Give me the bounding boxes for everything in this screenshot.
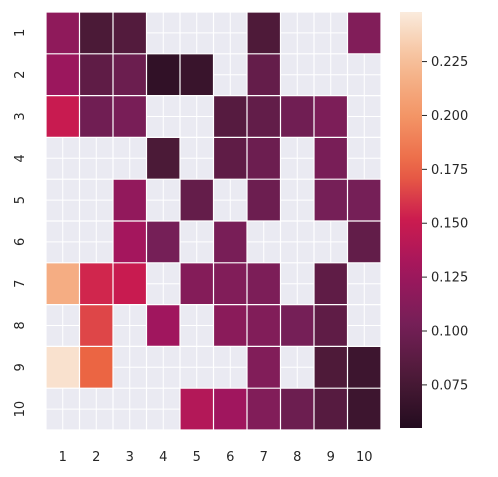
heatmap-cell: [180, 388, 214, 430]
heatmap-cell: [213, 388, 247, 430]
y-axis-ticks: 1 2 3 4 5 6 7 8 9 10: [13, 29, 28, 418]
heatmap-cell: [247, 137, 281, 180]
x-tick-label: 5: [193, 450, 201, 465]
heatmap-cells: [45, 11, 382, 431]
colorbar-tick-label: 0.100: [431, 325, 468, 340]
heatmap-cell: [180, 262, 214, 305]
y-tick-label: 10: [13, 401, 28, 418]
colorbar-tick-label: 0.125: [431, 271, 468, 286]
x-tick-label: 9: [327, 450, 335, 465]
heatmap-cell: [46, 262, 80, 305]
heatmap-cell: [314, 137, 348, 180]
y-tick-label: 1: [13, 29, 28, 37]
heatmap-cell: [46, 95, 80, 138]
heatmap-cell: [113, 221, 147, 263]
x-tick-label: 1: [59, 450, 67, 465]
heatmap-cell: [347, 346, 381, 389]
heatmap-cell: [146, 304, 180, 347]
y-tick-label: 7: [13, 280, 28, 288]
heatmap-cell: [180, 179, 214, 221]
heatmap-cell: [314, 346, 348, 389]
heatmap-cell: [79, 53, 113, 96]
heatmap-cell: [113, 12, 147, 54]
heatmap-cell: [146, 53, 180, 96]
heatmap-cell: [247, 12, 281, 54]
colorbar-tick-label: 0.150: [431, 217, 468, 232]
x-tick-label: 8: [293, 450, 301, 465]
heatmap-cell: [113, 179, 147, 221]
heatmap-cell: [46, 53, 80, 96]
colorbar-tick-label: 0.175: [431, 163, 468, 178]
heatmap-cell: [247, 179, 281, 221]
y-tick-label: 3: [13, 112, 28, 120]
colorbar: [400, 12, 422, 428]
heatmap-cell: [314, 262, 348, 305]
heatmap-cell: [113, 262, 147, 305]
heatmap-cell: [247, 304, 281, 347]
x-tick-label: 10: [356, 450, 373, 465]
heatmap-cell: [213, 137, 247, 180]
colorbar-tick-label: 0.200: [431, 109, 468, 124]
heatmap-cell: [79, 12, 113, 54]
x-tick-label: 4: [159, 450, 167, 465]
x-tick-label: 6: [226, 450, 234, 465]
heatmap-cell: [213, 221, 247, 263]
y-tick-label: 4: [13, 154, 28, 162]
heatmap-cell: [79, 262, 113, 305]
heatmap-cell: [347, 388, 381, 430]
heatmap-cell: [247, 53, 281, 96]
heatmap-cell: [113, 95, 147, 138]
x-tick-label: 7: [260, 450, 268, 465]
heatmap-cell: [79, 346, 113, 389]
y-tick-label: 2: [13, 71, 28, 79]
heatmap-cell: [180, 53, 214, 96]
heatmap-cell: [247, 388, 281, 430]
heatmap-cell: [347, 221, 381, 263]
heatmap-cell: [146, 137, 180, 180]
heatmap-cell: [79, 95, 113, 138]
heatmap-cell: [280, 304, 314, 347]
heatmap-cell: [247, 95, 281, 138]
colorbar-ticks: 0.075 0.100 0.125 0.150 0.175 0.200 0.225: [422, 55, 468, 393]
heatmap-cell: [146, 221, 180, 263]
heatmap-cell: [46, 346, 80, 389]
heatmap-cell: [314, 179, 348, 221]
heatmap-cell: [347, 12, 381, 54]
heatmap-cell: [247, 346, 281, 389]
heatmap-cell: [280, 95, 314, 138]
heatmap-cell: [280, 388, 314, 430]
heatmap-cell: [213, 262, 247, 305]
heatmap-cell: [314, 304, 348, 347]
heatmap-cell: [347, 179, 381, 221]
y-tick-label: 9: [13, 363, 28, 371]
y-tick-label: 8: [13, 321, 28, 329]
y-tick-label: 6: [13, 238, 28, 246]
heatmap-cell: [46, 12, 80, 54]
x-tick-label: 2: [92, 450, 100, 465]
colorbar-tick-label: 0.225: [431, 55, 468, 70]
x-axis-ticks: 1 2 3 4 5 6 7 8 9 10: [59, 450, 373, 465]
heatmap-cell: [247, 262, 281, 305]
x-tick-label: 3: [126, 450, 134, 465]
heatmap-cell: [213, 95, 247, 138]
heatmap-cell: [213, 304, 247, 347]
heatmap-cell: [79, 304, 113, 347]
colorbar-tick-label: 0.075: [431, 378, 468, 393]
heatmap-cell: [314, 95, 348, 138]
y-tick-label: 5: [13, 196, 28, 204]
heatmap-cell: [314, 388, 348, 430]
heatmap-cell: [113, 53, 147, 96]
